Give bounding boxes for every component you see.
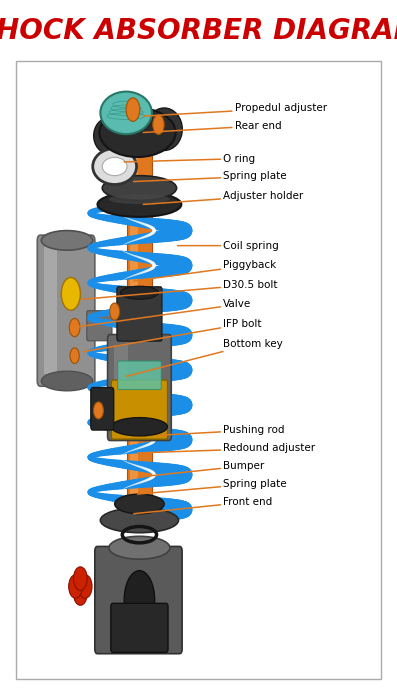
- FancyBboxPatch shape: [118, 361, 161, 390]
- Text: Propedul adjuster: Propedul adjuster: [143, 103, 327, 116]
- FancyBboxPatch shape: [111, 380, 168, 439]
- Text: Coil spring: Coil spring: [177, 241, 279, 251]
- Text: Piggyback: Piggyback: [134, 260, 277, 281]
- Circle shape: [153, 115, 164, 134]
- Ellipse shape: [100, 508, 179, 533]
- Circle shape: [69, 574, 83, 598]
- Ellipse shape: [94, 118, 124, 154]
- Text: IFP bolt: IFP bolt: [84, 319, 262, 352]
- Circle shape: [61, 277, 80, 310]
- FancyBboxPatch shape: [87, 311, 112, 340]
- FancyBboxPatch shape: [37, 235, 95, 386]
- Ellipse shape: [102, 157, 127, 176]
- FancyBboxPatch shape: [130, 156, 137, 531]
- Circle shape: [126, 98, 140, 121]
- FancyBboxPatch shape: [111, 603, 168, 653]
- Text: D30.5 bolt: D30.5 bolt: [82, 280, 278, 299]
- Text: Spring plate: Spring plate: [137, 479, 287, 494]
- Text: Valve: Valve: [79, 300, 252, 327]
- Text: Rear end: Rear end: [143, 121, 281, 132]
- Ellipse shape: [115, 494, 164, 513]
- Circle shape: [78, 574, 92, 598]
- Text: Redound adjuster: Redound adjuster: [137, 444, 315, 453]
- FancyBboxPatch shape: [108, 334, 171, 441]
- Ellipse shape: [102, 176, 177, 201]
- Ellipse shape: [41, 371, 93, 391]
- Ellipse shape: [112, 417, 168, 436]
- Ellipse shape: [99, 108, 175, 157]
- Text: Bumper: Bumper: [137, 461, 264, 477]
- Circle shape: [94, 402, 103, 419]
- Circle shape: [73, 582, 87, 606]
- Text: SHOCK ABSORBER DIAGRAM: SHOCK ABSORBER DIAGRAM: [0, 17, 397, 45]
- Ellipse shape: [120, 286, 158, 299]
- Ellipse shape: [98, 192, 181, 217]
- Circle shape: [73, 567, 87, 590]
- Ellipse shape: [109, 194, 170, 204]
- Ellipse shape: [93, 149, 137, 185]
- FancyBboxPatch shape: [44, 247, 57, 374]
- Text: Bottom key: Bottom key: [126, 338, 283, 376]
- Text: Spring plate: Spring plate: [134, 172, 287, 181]
- Ellipse shape: [146, 108, 182, 150]
- Circle shape: [69, 318, 80, 337]
- Text: O ring: O ring: [124, 154, 255, 164]
- Ellipse shape: [100, 91, 152, 134]
- Circle shape: [70, 348, 79, 363]
- Ellipse shape: [109, 536, 170, 559]
- Text: Adjuster holder: Adjuster holder: [143, 191, 304, 204]
- Ellipse shape: [41, 230, 93, 251]
- Ellipse shape: [124, 571, 155, 630]
- FancyBboxPatch shape: [114, 345, 129, 430]
- FancyBboxPatch shape: [91, 388, 114, 430]
- Circle shape: [110, 303, 119, 320]
- FancyBboxPatch shape: [117, 286, 162, 341]
- Text: Front end: Front end: [134, 497, 272, 513]
- Text: Pushing rod: Pushing rod: [158, 425, 285, 435]
- FancyBboxPatch shape: [95, 547, 182, 654]
- FancyBboxPatch shape: [127, 156, 152, 531]
